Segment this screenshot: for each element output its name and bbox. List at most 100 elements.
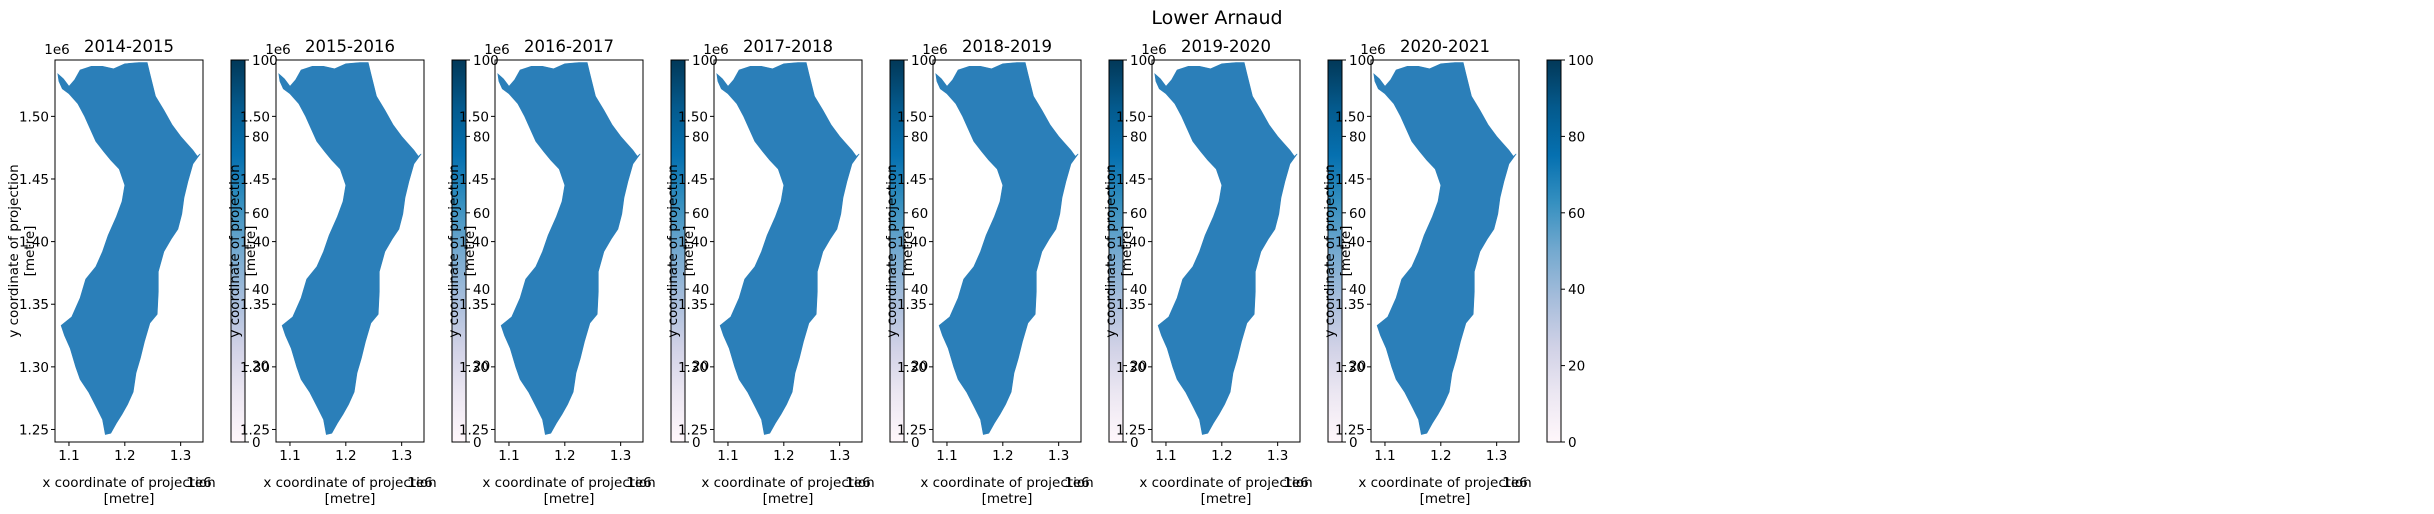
colorbar-tick-label: 40: [1130, 282, 1147, 298]
colorbar-tick-label: 0: [473, 435, 482, 451]
x-axis-label-line: x coordinate of projection: [1358, 475, 1531, 491]
x-tick-label: 1.2: [1430, 448, 1451, 464]
y-tick-label: 1.25: [240, 422, 270, 438]
colorbar-tick-label: 60: [252, 206, 269, 222]
y-axis-label-line: y coordinate of projection: [227, 164, 243, 337]
x-axis-label-line: x coordinate of projection: [701, 475, 874, 491]
colorbar: [1327, 59, 1343, 443]
x-tick-label: 1.2: [773, 448, 794, 464]
colorbar-tick-label: 80: [911, 129, 928, 145]
x-tick-label: 1.2: [554, 448, 575, 464]
colorbar-tick-label: 40: [473, 282, 490, 298]
panel-title: 2014-2015: [84, 37, 174, 56]
x-offset-label: 1e6: [845, 475, 870, 491]
colorbar-tick-label: 20: [252, 359, 269, 375]
x-tick-label: 1.3: [1486, 448, 1507, 464]
y-tick-label: 1.45: [678, 172, 708, 188]
colorbar-tick-label: 80: [692, 129, 709, 145]
y-tick-label: 1.50: [459, 109, 489, 125]
x-axis-label: x coordinate of projection [metre]: [701, 475, 874, 507]
panel-title: 2016-2017: [524, 37, 614, 56]
x-tick-label: 1.1: [717, 448, 738, 464]
x-axis-label-line: [metre]: [763, 491, 814, 507]
y-axis-label: y coordinate of projection[metre]: [6, 164, 38, 337]
panel-title: 2017-2018: [743, 37, 833, 56]
colorbar-tick-label: 20: [1568, 359, 1585, 375]
y-axis-label-line: [metre]: [900, 226, 916, 277]
colorbar-tick-label: 100: [252, 53, 278, 69]
y-tick-label: 1.45: [459, 172, 489, 188]
y-axis-label-line: [metre]: [462, 226, 478, 277]
y-tick-label: 1.50: [240, 109, 270, 125]
y-tick-label: 1.35: [19, 297, 49, 313]
y-tick-label: 1.40: [1335, 235, 1365, 251]
panel-2015-2016: 2015-2016 1.1 1.2 1.3 1e6 1.25 1.30 1.35 1.40 1.4…: [227, 37, 499, 507]
y-axis-label-line: [metre]: [681, 226, 697, 277]
y-tick-label: 1.45: [19, 172, 49, 188]
x-axis-label: x coordinate of projection [metre]: [263, 475, 436, 507]
panel-2017-2018: 2017-2018 1.1 1.2 1.3 1e6 1.25 1.30 1.35 1.40 1.4…: [665, 37, 937, 507]
x-offset-label: 1e6: [1064, 475, 1089, 491]
colorbar-tick-label: 100: [1568, 53, 1594, 69]
x-axis-label-line: [metre]: [1201, 491, 1252, 507]
x-tick-label: 1.1: [58, 448, 79, 464]
colorbar-tick-label: 0: [1568, 435, 1577, 451]
colorbar-tick-label: 60: [1568, 206, 1585, 222]
y-offset-label: 1e6: [703, 42, 728, 58]
x-axis-label-line: x coordinate of projection: [1139, 475, 1312, 491]
x-tick-label: 1.3: [391, 448, 412, 464]
x-axis-label: x coordinate of projection [metre]: [1139, 475, 1312, 507]
y-tick-label: 1.45: [1335, 172, 1365, 188]
y-offset-label: 1e6: [1360, 42, 1385, 58]
colorbar-tick-label: 40: [1568, 282, 1585, 298]
y-axis-label: y coordinate of projection[metre]: [227, 164, 259, 337]
colorbar-tick-label: 100: [1130, 53, 1156, 69]
y-tick-label: 1.50: [1335, 109, 1365, 125]
x-tick-label: 1.1: [1155, 448, 1176, 464]
colorbar-tick-label: 60: [1130, 206, 1147, 222]
y-offset-label: 1e6: [44, 42, 69, 58]
x-tick-label: 1.3: [1267, 448, 1288, 464]
panel-2014-2015: 2014-2015 1.1 1.2 1.3 1e6 1.25 1.30 1.35 1.40 1.4…: [6, 37, 278, 507]
y-tick-label: 1.40: [19, 235, 49, 251]
region-map: [278, 62, 422, 435]
y-tick-label: 1.30: [897, 360, 927, 376]
x-axis-label-line: [metre]: [982, 491, 1033, 507]
colorbar-tick-label: 40: [911, 282, 928, 298]
x-axis-label-line: [metre]: [544, 491, 595, 507]
colorbar-tick-label: 80: [252, 129, 269, 145]
y-offset-label: 1e6: [922, 42, 947, 58]
colorbar-tick-label: 0: [911, 435, 920, 451]
x-axis-label: x coordinate of projection [metre]: [482, 475, 655, 507]
region-map: [935, 62, 1079, 435]
panel-title: 2015-2016: [305, 37, 395, 56]
colorbar-tick-label: 60: [692, 206, 709, 222]
x-tick-label: 1.3: [1048, 448, 1069, 464]
colorbar-tick-label: 100: [692, 53, 718, 69]
y-axis-label-line: y coordinate of projection: [1322, 164, 1338, 337]
panel-title: 2018-2019: [962, 37, 1052, 56]
y-offset-label: 1e6: [1141, 42, 1166, 58]
y-axis-label-line: [metre]: [1119, 226, 1135, 277]
axes-frame: [1370, 59, 1520, 443]
panel-2016-2017: 2016-2017 1.1 1.2 1.3 1e6 1.25 1.30 1.35 1.40 1.4…: [446, 37, 718, 507]
colorbar-tick-label: 40: [1349, 282, 1366, 298]
panel-title: 2019-2020: [1181, 37, 1271, 56]
y-axis-label-line: y coordinate of projection: [884, 164, 900, 337]
panel-title: 2020-2021: [1400, 37, 1490, 56]
x-offset-label: 1e6: [1502, 475, 1527, 491]
y-tick-label: 1.35: [240, 297, 270, 313]
colorbar-tick-label: 20: [473, 359, 490, 375]
x-axis-label: x coordinate of projection [metre]: [920, 475, 1093, 507]
y-tick-label: 1.30: [19, 360, 49, 376]
colorbar-tick-label: 80: [1349, 129, 1366, 145]
y-tick-label: 1.45: [897, 172, 927, 188]
panel-2020-2021: 2020-2021 1.1 1.2 1.3 1e6 1.25 1.30 1.35 1.40 1.4…: [1322, 37, 1594, 507]
y-tick-label: 1.30: [459, 360, 489, 376]
colorbar-tick-label: 80: [1568, 129, 1585, 145]
colorbar-tick-label: 0: [1349, 435, 1358, 451]
x-axis-label: x coordinate of projection [metre]: [42, 475, 215, 507]
y-axis-label-line: [metre]: [22, 226, 38, 277]
y-tick-label: 1.30: [678, 360, 708, 376]
